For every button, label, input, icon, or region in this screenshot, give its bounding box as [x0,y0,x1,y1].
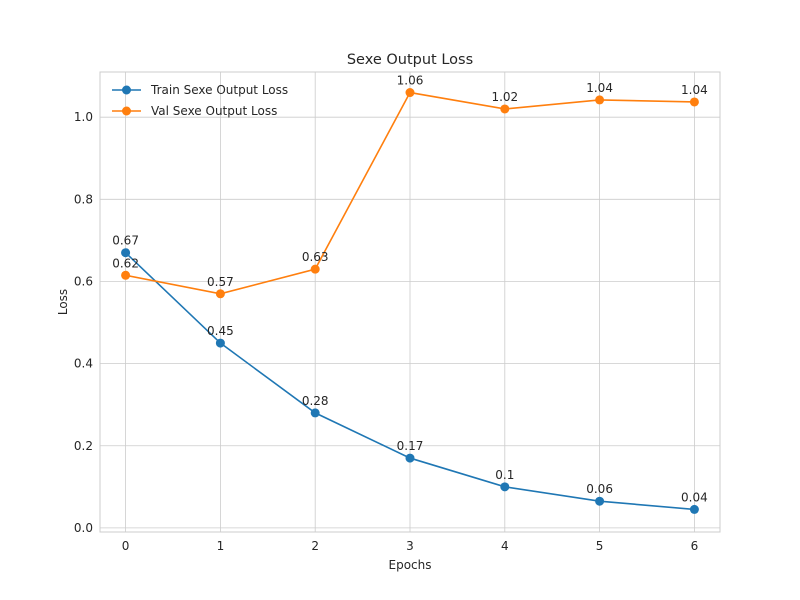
data-label: 0.57 [207,275,234,289]
data-label: 0.45 [207,324,234,338]
series-group [121,88,699,514]
legend-label: Val Sexe Output Loss [151,104,277,118]
x-axis-ticks: 0 1 2 3 4 5 6 [122,539,698,553]
data-label: 1.04 [681,83,708,97]
x-tick-label: 0 [122,539,130,553]
data-point [595,496,605,506]
data-label: 0.28 [302,394,329,408]
data-point [310,264,320,274]
data-point [310,408,320,418]
data-point [405,453,415,463]
data-point [500,104,510,114]
data-label: 0.62 [112,256,139,270]
data-label: 0.04 [681,490,708,504]
x-tick-label: 5 [596,539,604,553]
data-point [405,88,415,98]
data-point [689,504,699,514]
data-point [500,482,510,492]
y-axis-title: Loss [56,289,70,315]
y-tick-label: 0.8 [74,192,93,206]
x-tick-label: 3 [406,539,414,553]
data-labels: 0.67 0.45 0.28 0.17 0.1 0.06 0.04 0.62 0.57 0.63 1… [112,74,708,505]
data-label: 1.02 [491,90,518,104]
x-tick-label: 1 [217,539,225,553]
y-tick-label: 0.6 [74,274,93,288]
data-label: 1.04 [586,81,613,95]
legend-swatch-marker [122,106,131,116]
data-label: 0.17 [397,439,424,453]
legend: Train Sexe Output Loss Val Sexe Output Lo… [112,83,288,118]
y-tick-label: 0.2 [74,439,93,453]
legend-label: Train Sexe Output Loss [150,83,288,97]
data-label: 0.1 [495,468,514,482]
x-tick-label: 6 [691,539,699,553]
x-tick-label: 2 [311,539,319,553]
data-label: 1.06 [397,74,424,88]
data-label: 0.63 [302,250,329,264]
data-point [121,270,131,280]
data-label: 0.06 [586,482,613,496]
data-point [689,97,699,107]
x-axis-title: Epochs [389,558,432,572]
data-point [215,289,225,299]
legend-swatch-marker [122,85,131,95]
grid-lines [100,72,720,532]
y-tick-label: 0.4 [74,357,93,371]
data-point [595,95,605,105]
plot-area-frame [99,71,721,533]
data-label: 0.67 [112,234,139,248]
data-point [121,248,131,258]
y-tick-label: 1.0 [74,110,93,124]
data-point [215,338,225,348]
y-axis-ticks: 0.0 0.2 0.4 0.6 0.8 1.0 [74,110,93,535]
chart-title: Sexe Output Loss [347,52,473,68]
x-tick-label: 4 [501,539,509,553]
y-tick-label: 0.0 [74,521,93,535]
